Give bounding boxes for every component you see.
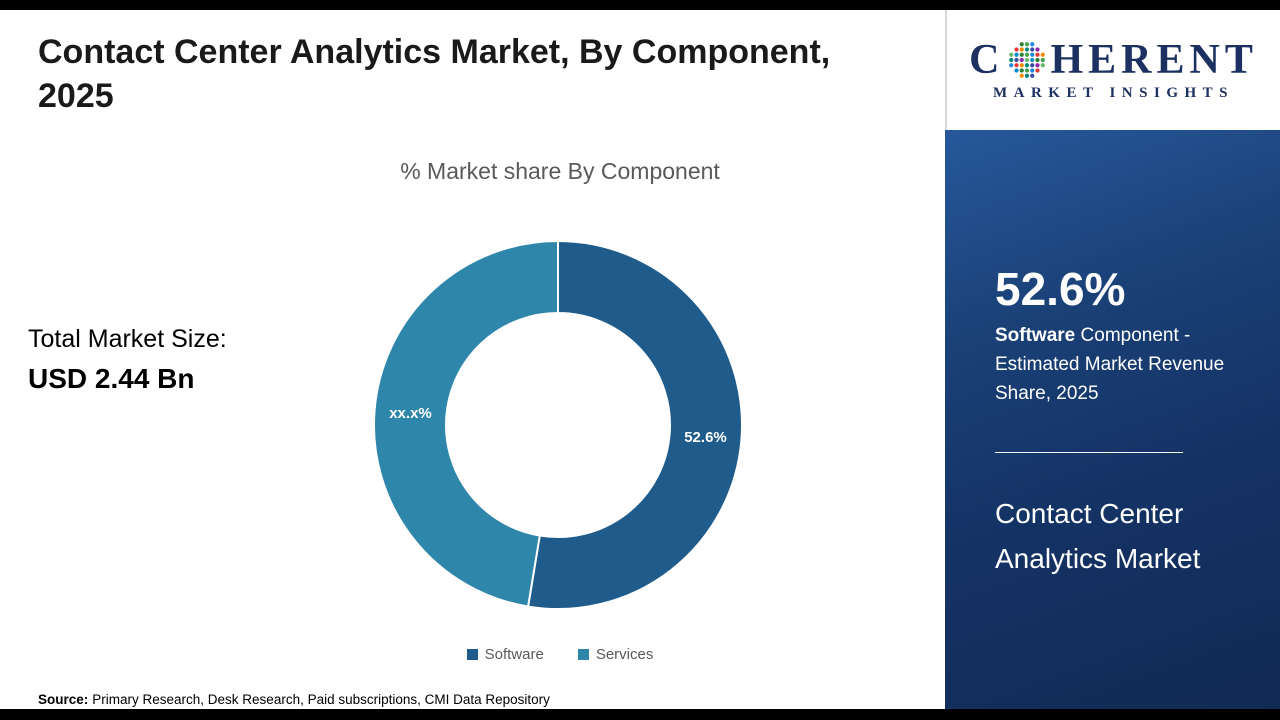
source-label: Source: [38, 692, 89, 707]
source-line: Source: Primary Research, Desk Research, … [38, 692, 550, 707]
total-market-size-label: Total Market Size: [28, 325, 227, 353]
legend-swatch-services [577, 649, 589, 660]
page-title: Contact Center Analytics Market, By Comp… [38, 33, 831, 115]
sidebar-divider [995, 452, 1183, 453]
source-text: Primary Research, Desk Research, Paid su… [92, 692, 550, 707]
slice-label-software: 52.6% [684, 429, 727, 446]
legend-label-services: Services [595, 646, 654, 663]
bottom-border-bar [0, 709, 1280, 720]
sidebar-stat-description: Software Component - Estimated Market Re… [995, 321, 1230, 408]
donut-slice-software [526, 239, 743, 610]
right-panel: C HERENT MARKET INSIGHTS 52.6% Software … [945, 10, 1280, 709]
total-market-size: Total Market Size: USD 2.44 Bn [28, 325, 227, 395]
donut-chart: 52.6% xx.x% [373, 239, 743, 610]
logo-tagline: MARKET INSIGHTS [992, 84, 1234, 101]
sidebar-stat-description-bold: Software [995, 325, 1076, 346]
logo-letters-herent: HERENT [1050, 36, 1258, 83]
sidebar-panel: 52.6% Software Component - Estimated Mar… [945, 130, 1280, 709]
sidebar-stat-description-rest: Component - Estimated Market Revenue Sha… [995, 325, 1225, 404]
legend-swatch-software [466, 649, 478, 660]
donut-slice-services [373, 239, 559, 608]
chart-subtitle: % Market share By Component [400, 158, 720, 184]
coherent-logo: C HERENT MARKET INSIGHTS [945, 10, 1280, 130]
legend-item-services: Services [577, 646, 654, 663]
coherent-logo-globe-icon [1009, 41, 1046, 78]
total-market-size-value: USD 2.44 Bn [28, 363, 195, 394]
logo-letter-c: C [969, 36, 1005, 83]
sidebar-stat-value: 52.6% [995, 263, 1126, 315]
sidebar-market-name: Contact Center Analytics Market [995, 498, 1201, 574]
coherent-logo-wordmark: C HERENT [969, 39, 1258, 81]
legend-label-software: Software [484, 646, 544, 663]
legend-item-software: Software [466, 646, 544, 663]
chart-legend: Software Services [180, 646, 940, 663]
slice-label-services: xx.x% [389, 405, 432, 422]
top-border-bar [0, 0, 1280, 10]
